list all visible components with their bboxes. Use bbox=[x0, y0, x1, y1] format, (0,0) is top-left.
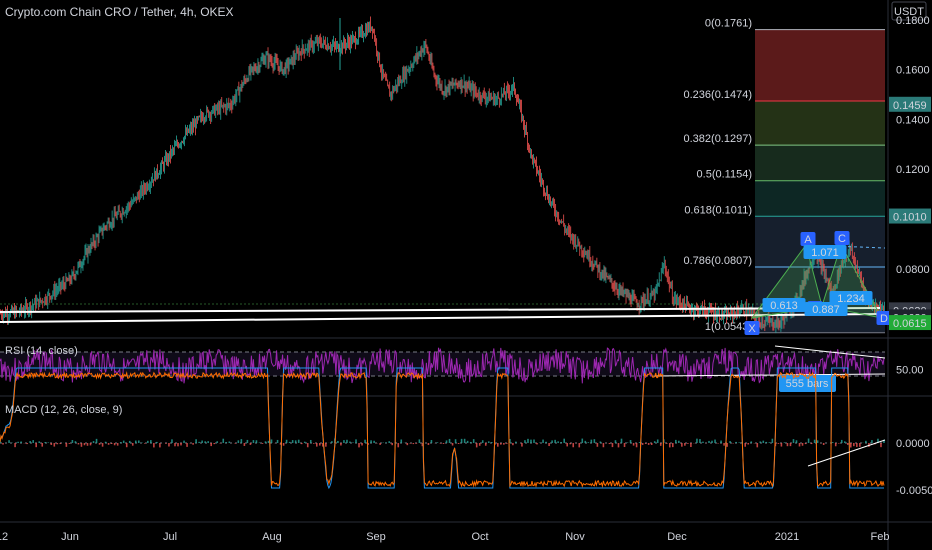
pattern-label: C bbox=[838, 233, 846, 245]
fib-level-label: 0.618(0.1011) bbox=[684, 204, 752, 216]
fib-level-label: 0.382(0.1297) bbox=[684, 133, 753, 145]
price-tick-label: 0.0800 bbox=[896, 264, 930, 276]
chart-title: Crypto.com Chain CRO / Tether, 4h, OKEX bbox=[5, 5, 234, 19]
fib-band bbox=[755, 145, 885, 181]
time-tick-label: Dec bbox=[667, 531, 687, 543]
price-badge bbox=[889, 96, 931, 112]
price-badge-label: 0.0615 bbox=[893, 318, 927, 330]
fib-band bbox=[755, 180, 885, 217]
macd-tick-label: -0.0050 bbox=[896, 485, 932, 497]
pattern-label: 1.071 bbox=[811, 247, 839, 259]
time-tick-label: Feb bbox=[871, 531, 890, 543]
time-tick-label: Sep bbox=[366, 531, 386, 543]
pattern-label-box bbox=[834, 231, 850, 245]
price-tick-label: 0.1800 bbox=[896, 15, 930, 27]
fib-level-label: 0.786(0.0807) bbox=[684, 255, 753, 267]
pattern-label: 1.234 bbox=[837, 293, 865, 305]
pattern-label-box bbox=[800, 232, 816, 246]
rsi-tick-label: 50.00 bbox=[896, 365, 924, 377]
rsi-trend-line bbox=[774, 345, 886, 359]
trend-line bbox=[0, 307, 881, 313]
pattern-label: A bbox=[804, 234, 812, 246]
pattern-label: 0.887 bbox=[812, 304, 840, 316]
pattern-label-box bbox=[829, 291, 873, 305]
pattern-label: 0.613 bbox=[770, 300, 798, 312]
rsi-line bbox=[0, 347, 885, 384]
time-tick-label: Jun bbox=[61, 531, 79, 543]
fib-level-label: 0.236(0.1474) bbox=[684, 89, 753, 101]
rsi-label: RSI (14, close) bbox=[5, 345, 78, 357]
trend-line bbox=[0, 313, 881, 323]
macd-signal-line bbox=[0, 371, 885, 488]
macd-trend-line bbox=[807, 439, 886, 467]
time-tick-label: Jul bbox=[163, 531, 177, 543]
fib-level-label: 1(0.0543) bbox=[705, 321, 752, 333]
bars-count-label: 555 bars bbox=[786, 378, 829, 390]
pattern-label-box bbox=[876, 311, 892, 325]
time-tick-label: Oct bbox=[471, 531, 488, 543]
pattern-label-box bbox=[803, 245, 847, 259]
price-badge-label: 0.1010 bbox=[893, 212, 927, 224]
currency-box bbox=[891, 1, 927, 21]
time-tick-label: Aug bbox=[262, 531, 282, 543]
pattern-label-box bbox=[804, 302, 848, 316]
pattern-label: X bbox=[748, 323, 756, 335]
fib-band bbox=[755, 101, 885, 146]
macd-tick-label: 0.0000 bbox=[896, 438, 930, 450]
fib-level-label: 0.5(0.1154) bbox=[697, 169, 752, 181]
price-tick-label: 0.1400 bbox=[896, 114, 930, 126]
time-tick-label: Nov bbox=[565, 531, 585, 543]
fib-level-label: 0(0.1761) bbox=[705, 18, 752, 30]
pattern-label-box bbox=[762, 298, 806, 312]
time-tick-label: 12 bbox=[0, 531, 8, 543]
price-tick-label: 0.1600 bbox=[896, 65, 930, 77]
currency-label: USDT bbox=[894, 6, 924, 18]
time-tick-label: 2021 bbox=[775, 531, 799, 543]
macd-label: MACD (12, 26, close, 9) bbox=[5, 404, 122, 416]
price-badge bbox=[889, 208, 931, 224]
pattern-label-box bbox=[744, 321, 760, 335]
bars-count-box bbox=[779, 375, 836, 392]
price-tick-label: 0.1200 bbox=[896, 164, 930, 176]
price-badge-label: 0.1459 bbox=[893, 100, 927, 112]
price-badge bbox=[889, 315, 931, 331]
fib-band bbox=[755, 29, 885, 102]
pattern-label: D bbox=[880, 313, 888, 325]
macd-line bbox=[0, 367, 884, 490]
